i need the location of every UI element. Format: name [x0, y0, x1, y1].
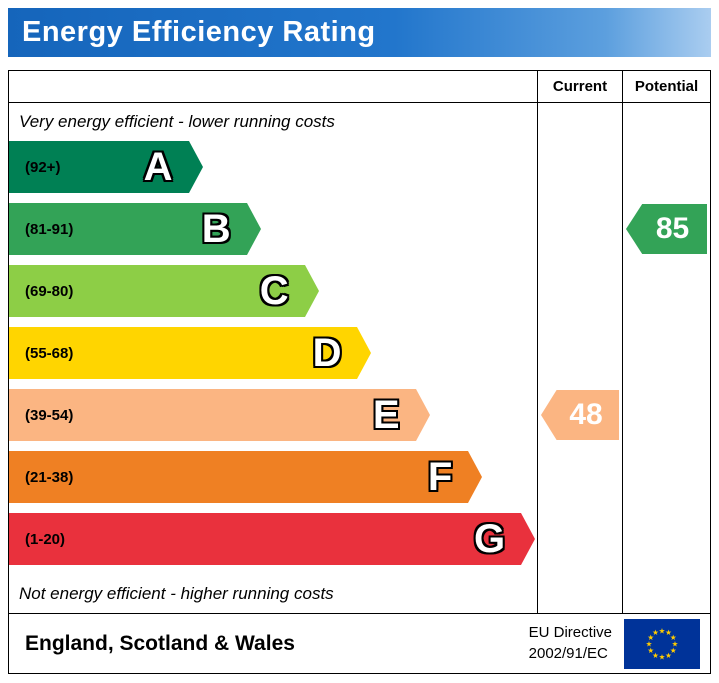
- top-note: Very energy efficient - lower running co…: [19, 112, 335, 131]
- svg-text:★: ★: [652, 650, 659, 659]
- potential-column-header: Potential: [622, 71, 710, 102]
- rating-body: Very energy efficient - lower running co…: [9, 103, 710, 613]
- svg-text:★: ★: [665, 628, 672, 637]
- svg-text:★: ★: [670, 646, 677, 655]
- region-label: England, Scotland & Wales: [25, 631, 295, 655]
- footer-row: England, Scotland & Wales EU Directive 2…: [9, 613, 710, 673]
- column-header-row: Current Potential: [9, 71, 710, 103]
- bands-column: Very energy efficient - lower running co…: [9, 103, 537, 613]
- band-letter: B: [201, 207, 231, 251]
- current-value: 48: [569, 398, 603, 431]
- band-bar-e: (39-54) E: [9, 389, 430, 441]
- svg-text:★: ★: [646, 639, 653, 648]
- band-letter: E: [372, 393, 400, 437]
- eu-directive-line2: 2002/91/EC: [528, 644, 608, 662]
- band-range: (69-80): [25, 282, 74, 300]
- svg-text:★: ★: [647, 633, 654, 642]
- band-row: (92+) A: [9, 141, 537, 193]
- current-column-header: Current: [537, 71, 622, 102]
- band-letter: C: [259, 269, 289, 313]
- band-bar-f: (21-38) F: [9, 451, 483, 503]
- bottom-note: Not energy efficient - higher running co…: [19, 584, 334, 603]
- band-range: (92+): [25, 158, 61, 176]
- potential-value: 85: [655, 212, 690, 245]
- current-indicator: 48: [541, 390, 619, 440]
- band-letter: F: [427, 455, 453, 499]
- band-row: (1-20) G: [9, 513, 537, 565]
- band-bar-b: (81-91) B: [9, 203, 261, 255]
- band-range: (39-54): [25, 406, 74, 424]
- band-row: (55-68) D: [9, 327, 537, 379]
- svg-text:★: ★: [652, 628, 659, 637]
- band-bar-c: (69-80) C: [9, 265, 319, 317]
- band-letter: G: [474, 517, 506, 561]
- epc-rating-panel: Energy Efficiency Rating Current Potenti…: [8, 8, 711, 674]
- eu-directive-label: EU Directive 2002/91/EC: [529, 623, 612, 664]
- band-row: (39-54) E: [9, 389, 537, 441]
- eu-directive-line1: EU Directive: [528, 624, 612, 642]
- chart-title: Energy Efficiency Rating: [22, 16, 376, 48]
- chart-title-bar: Energy Efficiency Rating: [8, 8, 711, 57]
- potential-indicator: 85: [626, 204, 707, 254]
- band-range: (1-20): [25, 530, 66, 548]
- band-row: (21-38) F: [9, 451, 537, 503]
- svg-text:★: ★: [672, 639, 679, 648]
- band-range: (21-38): [25, 468, 74, 486]
- svg-text:★: ★: [665, 650, 672, 659]
- band-row: (81-91) B: [9, 203, 537, 255]
- rating-table: Current Potential Very energy efficient …: [8, 70, 711, 674]
- svg-text:★: ★: [659, 652, 666, 661]
- band-bar-a: (92+) A: [9, 141, 202, 193]
- band-range: (55-68): [25, 344, 74, 362]
- band-letter: D: [312, 331, 342, 375]
- band-range: (81-91): [25, 220, 74, 238]
- band-bar-d: (55-68) D: [9, 327, 372, 379]
- eu-flag-icon: ★ ★ ★ ★ ★ ★ ★ ★ ★ ★ ★ ★: [624, 618, 700, 669]
- potential-column: 85: [622, 103, 710, 613]
- band-row: (69-80) C: [9, 265, 537, 317]
- svg-text:★: ★: [659, 626, 666, 635]
- svg-text:★: ★: [647, 646, 654, 655]
- header-spacer: [9, 71, 537, 102]
- band-bar-g: (1-20) G: [9, 513, 536, 565]
- current-column: 48: [537, 103, 622, 613]
- band-letter: A: [143, 145, 173, 189]
- svg-text:★: ★: [670, 633, 677, 642]
